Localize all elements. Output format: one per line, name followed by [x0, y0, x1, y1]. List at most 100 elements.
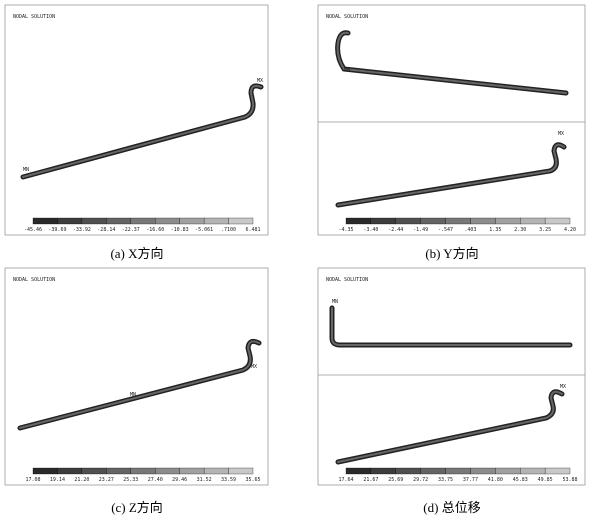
- legend-label: -10.83: [171, 227, 189, 233]
- legend-swatch: [203, 467, 229, 475]
- legend-label: -5.061: [195, 227, 213, 233]
- pipe-shade: [336, 31, 567, 94]
- legend-label: -22.37: [122, 227, 140, 233]
- legend-label: 3.25: [539, 227, 551, 233]
- legend-label: 33.59: [221, 477, 236, 483]
- legend-label: 29.72: [413, 477, 428, 483]
- legend-swatch: [345, 467, 372, 475]
- panel-header: NODAL SOLUTION: [13, 277, 55, 283]
- legend-label: 25.69: [388, 477, 403, 483]
- panel-header: NODAL SOLUTION: [326, 14, 368, 20]
- legend-label: 53.88: [562, 477, 577, 483]
- legend-label: 2.30: [514, 227, 526, 233]
- legend-label: 17.64: [338, 477, 353, 483]
- panel: NODAL SOLUTION MN MX -45.46 -39.69 -33.92 -28.…: [4, 4, 269, 236]
- legend-swatch: [32, 217, 58, 225]
- legend-label: 37.77: [463, 477, 478, 483]
- caption: (c) Z方向: [111, 500, 163, 515]
- legend-label: 1.35: [489, 227, 501, 233]
- legend-swatch: [445, 217, 471, 225]
- legend-swatch: [57, 217, 83, 225]
- legend-swatch: [228, 467, 254, 475]
- legend-swatch: [57, 467, 83, 475]
- legend-label: 31.52: [197, 477, 212, 483]
- legend-label: 4.20: [564, 227, 576, 233]
- legend-swatch: [155, 217, 180, 225]
- legend-label: 35.65: [245, 477, 260, 483]
- legend-label: 29.46: [172, 477, 187, 483]
- legend-label: 25.33: [123, 477, 138, 483]
- legend-swatch: [179, 467, 205, 475]
- panel-header: NODAL SOLUTION: [13, 14, 55, 20]
- legend-swatch: [495, 217, 521, 225]
- panel: NODAL SOLUTION MN MX 17.08 19.14 21.20 23.27 25…: [4, 267, 269, 486]
- extreme-marker: MX: [251, 364, 257, 370]
- legend-label: -45.46: [24, 227, 42, 233]
- legend-label: 21.67: [363, 477, 378, 483]
- pipe-shade: [337, 143, 565, 206]
- legend-swatch: [228, 217, 254, 225]
- panel: NODAL SOLUTION MN MX 17.64 21.67 25.69 29.72 33…: [317, 267, 586, 486]
- legend-label: 27.40: [148, 477, 163, 483]
- legend-label: 21.20: [74, 477, 89, 483]
- legend-label: -1.49: [413, 227, 428, 233]
- legend-label: -39.69: [48, 227, 66, 233]
- legend-swatch: [130, 217, 156, 225]
- legend-swatch: [370, 217, 396, 225]
- legend-swatch: [155, 467, 180, 475]
- legend-swatch: [203, 217, 229, 225]
- extreme-marker: MX: [257, 78, 263, 84]
- legend-swatch: [544, 467, 571, 475]
- extreme-marker: MN: [23, 167, 29, 173]
- extreme-marker: MX: [558, 131, 564, 137]
- extreme-marker: MN: [130, 392, 136, 398]
- legend-label: 23.27: [99, 477, 114, 483]
- legend-label: -4.35: [338, 227, 353, 233]
- legend-label: 41.80: [488, 477, 503, 483]
- legend-swatch: [130, 467, 156, 475]
- legend-label: -.547: [438, 227, 453, 233]
- legend-swatch: [470, 217, 496, 225]
- legend-swatch: [81, 467, 107, 475]
- legend-swatch: [470, 467, 496, 475]
- legend-label: -2.44: [388, 227, 403, 233]
- legend-swatch: [179, 217, 205, 225]
- legend-swatch: [520, 467, 546, 475]
- panel: NODAL SOLUTION MN MX -4.35 -3.40 -2.44 -1.49 -.…: [317, 4, 586, 236]
- legend-label: -16.60: [146, 227, 164, 233]
- panel-header: NODAL SOLUTION: [326, 277, 368, 283]
- legend-label: 6.481: [245, 227, 260, 233]
- extreme-marker: MN: [344, 67, 350, 73]
- caption: (a) X方向: [110, 246, 163, 261]
- panel-frame: [317, 4, 586, 236]
- pipe-shade: [337, 390, 563, 463]
- legend-label: -28.14: [97, 227, 115, 233]
- legend-swatch: [395, 467, 421, 475]
- extreme-marker: MX: [560, 384, 566, 390]
- legend-swatch: [445, 467, 471, 475]
- legend-swatch: [345, 217, 372, 225]
- legend-swatch: [81, 217, 107, 225]
- legend-label: 19.14: [50, 477, 65, 483]
- legend-label: 17.08: [25, 477, 40, 483]
- legend-label: -3.40: [363, 227, 378, 233]
- legend-swatch: [495, 467, 521, 475]
- legend-label: 49.85: [538, 477, 553, 483]
- legend-label: 33.75: [438, 477, 453, 483]
- extreme-marker: MN: [332, 299, 338, 305]
- legend-label: .403: [464, 227, 476, 233]
- legend-swatch: [106, 467, 131, 475]
- legend-swatch: [544, 217, 571, 225]
- legend-swatch: [420, 467, 446, 475]
- pipe-shade: [22, 84, 262, 178]
- legend-label: .7100: [221, 227, 236, 233]
- legend-swatch: [520, 217, 546, 225]
- panel-frame: [317, 267, 586, 486]
- legend-label: 45.83: [513, 477, 528, 483]
- legend-swatch: [420, 217, 446, 225]
- legend-swatch: [370, 467, 396, 475]
- pipe-shade: [19, 340, 260, 429]
- caption: (d) 总位移: [423, 500, 480, 515]
